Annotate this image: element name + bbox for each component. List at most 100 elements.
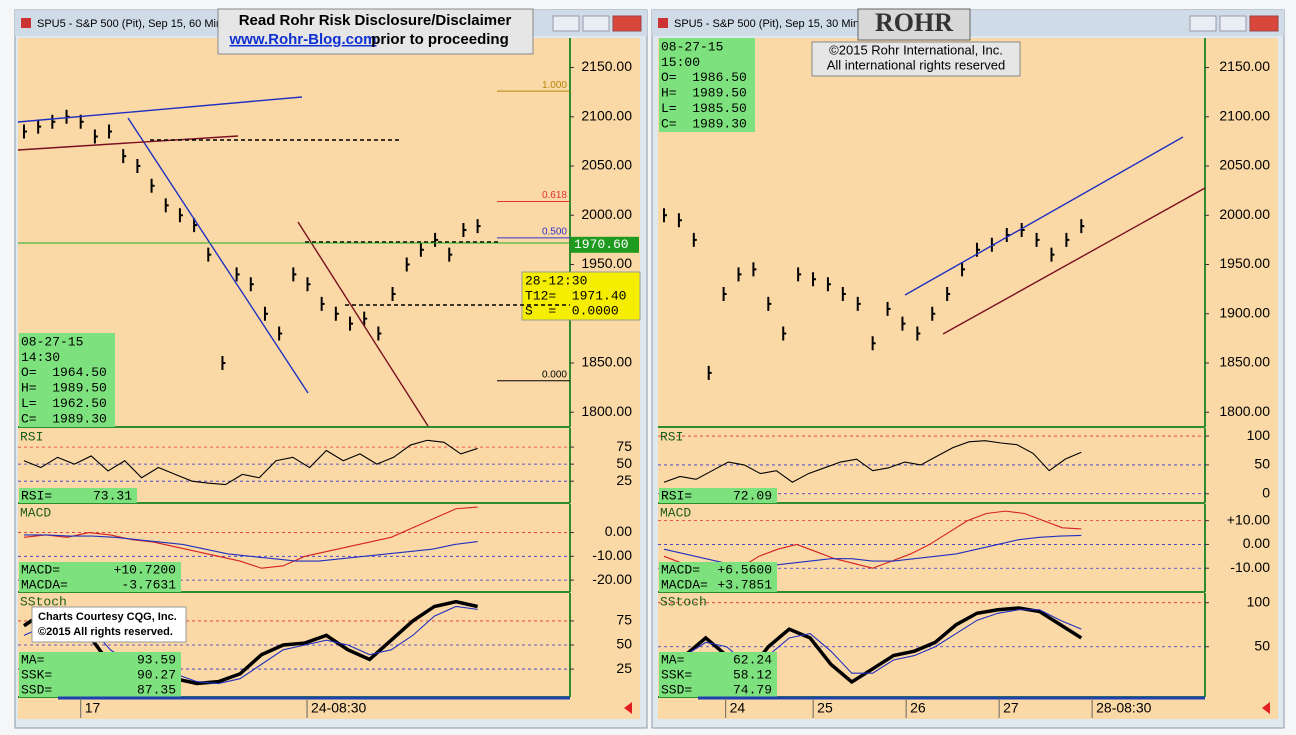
panel-label: RSI xyxy=(660,429,683,444)
price-bar xyxy=(65,109,70,124)
info-line: L= 1962.50 xyxy=(21,396,107,411)
readout-name: MACD= xyxy=(661,562,700,577)
window-button[interactable] xyxy=(1219,15,1247,32)
app-icon xyxy=(21,18,31,28)
y-tick-label: 0 xyxy=(1262,484,1270,500)
price-bar xyxy=(334,306,339,321)
cursor-line: S = 0.0000 xyxy=(525,303,619,318)
y-tick-label: -10.00 xyxy=(592,547,632,563)
y-tick-label: 50 xyxy=(1254,456,1270,472)
scroll-arrow[interactable] xyxy=(624,702,632,714)
trend-line xyxy=(17,96,303,123)
readout-name: MACDA= xyxy=(21,577,68,592)
price-bar xyxy=(419,242,424,257)
price-bar xyxy=(946,287,951,302)
price-bar xyxy=(306,277,311,292)
last-price-box xyxy=(571,236,639,253)
y-tick-label: 2150.00 xyxy=(1219,58,1270,74)
price-bar xyxy=(692,232,697,247)
info-line: O= 1964.50 xyxy=(21,365,107,380)
disclaimer-banner xyxy=(217,8,534,55)
readout-box xyxy=(659,488,777,503)
panel-label: RSI xyxy=(20,429,43,444)
readout-value: 87.35 xyxy=(137,682,176,697)
price-bar xyxy=(235,267,240,282)
disclaimer-link[interactable]: www.Rohr-Blog.com xyxy=(229,31,377,48)
fib-label: 0.500 xyxy=(542,227,567,238)
indicator-line xyxy=(663,440,1082,483)
copyright-line: ©2015 Rohr International, Inc. xyxy=(829,42,1003,57)
price-bar xyxy=(737,267,742,282)
price-bar xyxy=(826,277,831,292)
info-box xyxy=(19,333,115,427)
trend-line xyxy=(904,136,1184,296)
price-bar xyxy=(1035,232,1040,247)
fib-label: 0.618 xyxy=(542,190,567,201)
price-bar xyxy=(812,272,817,287)
readout-value: +10.7200 xyxy=(114,562,176,577)
readout-box xyxy=(659,562,777,592)
y-tick-label: 25 xyxy=(616,660,632,676)
price-bar xyxy=(377,326,382,341)
scroll-arrow[interactable] xyxy=(1262,702,1270,714)
price-bar xyxy=(782,326,787,341)
time-axis xyxy=(658,698,1278,719)
disclaimer-line: Read Rohr Risk Disclosure/Disclaimer xyxy=(239,12,512,29)
readout-value: 58.12 xyxy=(733,667,772,682)
plot-bg xyxy=(18,38,640,719)
y-tick-label: 1950.00 xyxy=(581,255,632,271)
window-button[interactable] xyxy=(582,15,610,32)
price-bar xyxy=(931,306,936,321)
price-bar xyxy=(448,247,453,262)
price-bar xyxy=(722,287,727,302)
trend-line xyxy=(297,221,429,427)
price-bar xyxy=(797,267,802,282)
indicator-line xyxy=(24,534,478,562)
fib-label: 0.000 xyxy=(542,369,567,380)
close-button[interactable] xyxy=(612,15,642,32)
trend-line xyxy=(127,117,309,394)
trend-line xyxy=(17,135,239,151)
y-tick-label: 2000.00 xyxy=(1219,206,1270,222)
y-tick-label: 25 xyxy=(616,472,632,488)
x-label: 24 xyxy=(730,700,746,716)
readout-box xyxy=(19,562,181,592)
info-line: H= 1989.50 xyxy=(21,381,107,396)
credit-line: ©2015 All rights reserved. xyxy=(38,626,173,638)
trend-line xyxy=(942,187,1206,335)
readout-value: 72.09 xyxy=(733,488,772,503)
price-bar xyxy=(916,326,921,341)
panel-label: MACD xyxy=(20,505,51,520)
price-bar xyxy=(320,296,325,311)
close-button[interactable] xyxy=(1249,15,1279,32)
info-line: 14:30 xyxy=(21,350,60,365)
y-tick-label: 2050.00 xyxy=(1219,157,1270,173)
panel-label: SStoch xyxy=(660,594,707,609)
x-label: 26 xyxy=(910,700,926,716)
price-bar xyxy=(677,213,682,228)
logo-box xyxy=(857,8,971,41)
readout-value: +3.7851 xyxy=(717,577,772,592)
window-button[interactable] xyxy=(1189,15,1217,32)
window-button[interactable] xyxy=(552,15,580,32)
price-bar xyxy=(136,159,141,174)
time-axis xyxy=(18,698,640,719)
cursor-line: 28-12:30 xyxy=(525,273,587,288)
plot-bg xyxy=(658,38,1278,719)
readout-name: RSI= xyxy=(21,488,52,503)
y-tick-label: 0.00 xyxy=(605,523,632,539)
copyright-line: All international rights reserved xyxy=(827,57,1005,72)
x-label: 17 xyxy=(85,700,101,716)
credit-box xyxy=(31,606,187,643)
price-bar xyxy=(178,208,183,223)
y-tick-label: 75 xyxy=(616,438,632,454)
panel-label: SStoch xyxy=(20,594,67,609)
window-title: SPU5 - S&P 500 (Pit), Sep 15, 60 Min xyxy=(37,18,222,30)
price-bar xyxy=(886,301,891,316)
y-tick-label: +10.00 xyxy=(1227,511,1270,527)
price-bar xyxy=(1050,247,1055,262)
y-tick-label: 1900.00 xyxy=(1219,304,1270,320)
price-bar xyxy=(462,223,467,238)
fib-label: 1.000 xyxy=(542,80,567,91)
